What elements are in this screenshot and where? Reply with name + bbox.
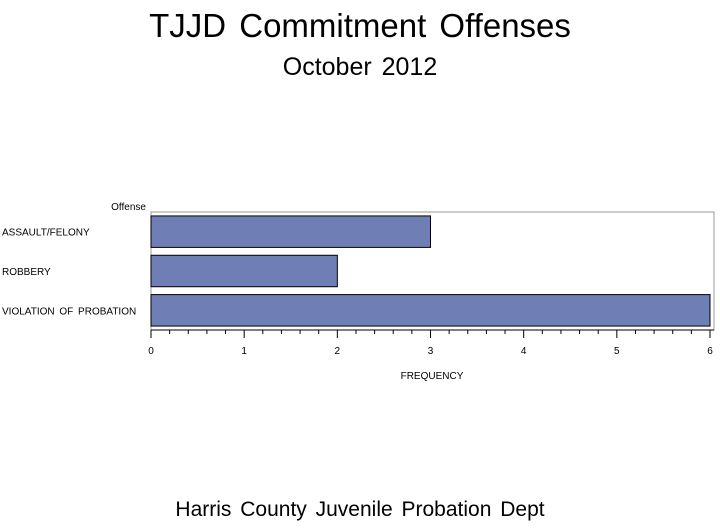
x-ticks-group: 0 1 2 3 4 5 6	[148, 330, 713, 357]
x-tick-label: 6	[707, 346, 713, 357]
x-tick-label: 3	[428, 346, 434, 357]
category-labels-group: ASSAULT/FELONY ROBBERY VIOLATION OF PROBAT…	[2, 228, 136, 318]
chart-title: TJJD Commitment Offenses	[149, 7, 571, 44]
chart-subtitle: October 2012	[282, 53, 438, 81]
x-tick-label: 1	[241, 346, 247, 357]
bar-robbery	[150, 254, 338, 288]
bar-assault-felony	[150, 215, 431, 248]
x-tick-label: 2	[335, 346, 341, 357]
x-axis-label: FREQUENCY	[401, 371, 464, 382]
bars-group	[150, 215, 711, 327]
x-tick-label: 0	[148, 346, 154, 357]
category-label: VIOLATION OF PROBATION	[2, 306, 136, 317]
chart-footnote: Harris County Juvenile Probation Dept	[175, 498, 545, 521]
category-label: ROBBERY	[2, 267, 51, 278]
category-label: ASSAULT/FELONY	[2, 228, 90, 239]
category-axis-label: Offense	[111, 202, 146, 213]
x-tick-label: 4	[521, 346, 527, 357]
bar-violation-of-probation	[150, 294, 711, 327]
x-tick-label: 5	[614, 346, 620, 357]
